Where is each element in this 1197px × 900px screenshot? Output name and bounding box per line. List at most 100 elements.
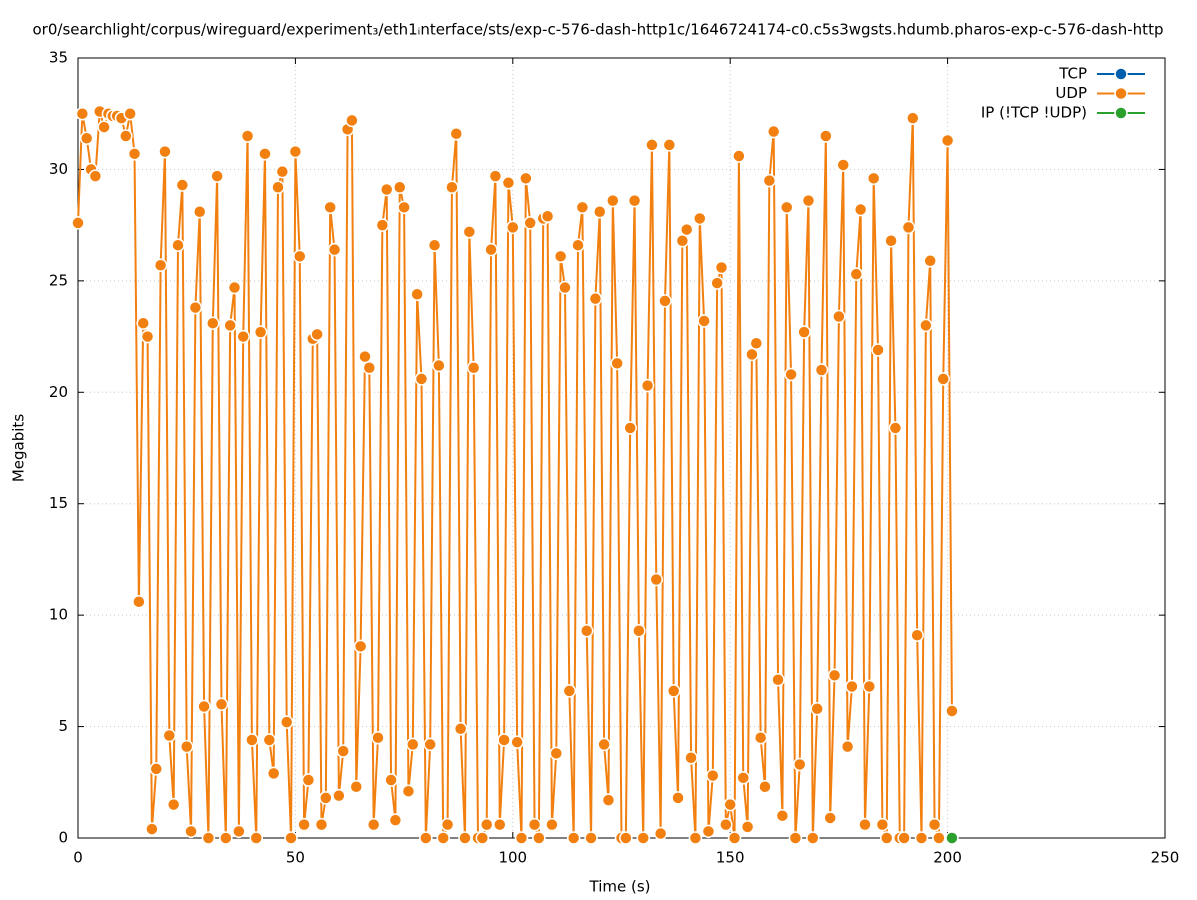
data-point — [732, 149, 746, 163]
data-point — [649, 572, 664, 587]
data-point — [571, 238, 585, 252]
data-point — [623, 421, 637, 435]
data-point — [510, 735, 524, 749]
data-point — [123, 106, 137, 121]
data-point — [840, 739, 855, 754]
data-point — [214, 697, 229, 712]
data-point — [932, 831, 946, 845]
legend-swatch — [1114, 106, 1128, 120]
data-point — [688, 831, 703, 845]
plot-frame — [77, 57, 1166, 839]
grid — [77, 57, 1166, 839]
data-point — [249, 831, 264, 845]
data-point — [171, 238, 185, 252]
data-point — [353, 639, 368, 654]
data-point — [779, 200, 794, 215]
data-point — [332, 788, 346, 803]
data-point — [414, 372, 429, 386]
data-point — [788, 831, 803, 845]
data-point — [501, 176, 516, 190]
data-point — [745, 347, 759, 362]
data-point — [945, 831, 959, 845]
data-point — [423, 737, 437, 752]
data-point — [323, 200, 337, 215]
data-point — [145, 822, 159, 836]
data-point — [432, 358, 446, 373]
data-point — [453, 722, 468, 736]
y-tick-label: 5 — [58, 717, 68, 735]
data-point — [275, 164, 290, 179]
data-point — [284, 831, 298, 845]
data-point — [627, 193, 642, 208]
data-point — [671, 791, 685, 805]
data-point — [601, 793, 616, 807]
data-point — [714, 260, 729, 275]
data-point — [132, 595, 146, 609]
data-point — [806, 831, 820, 845]
data-point — [314, 817, 329, 832]
data-point — [549, 746, 564, 761]
data-point — [136, 316, 150, 330]
data-point — [410, 287, 424, 301]
data-point — [327, 242, 342, 257]
data-point — [245, 733, 259, 747]
data-point — [940, 133, 955, 148]
data-point — [766, 124, 781, 139]
data-point — [349, 779, 364, 794]
data-point — [879, 831, 894, 845]
data-point — [819, 129, 833, 143]
data-point — [936, 372, 951, 386]
data-point — [662, 138, 677, 152]
data-point — [266, 766, 281, 781]
data-point — [888, 421, 903, 435]
data-point — [679, 222, 694, 237]
data-point — [884, 233, 898, 248]
data-point — [201, 831, 216, 845]
data-point — [866, 171, 881, 186]
data-point — [427, 238, 442, 252]
data-point — [236, 329, 250, 344]
y-tick-label: 25 — [49, 271, 68, 289]
data-point — [371, 730, 385, 745]
data-point — [797, 325, 811, 339]
data-point — [297, 817, 311, 832]
data-point — [288, 144, 303, 159]
data-point — [814, 363, 829, 377]
data-point — [723, 797, 737, 812]
data-point — [653, 826, 668, 841]
y-tick-label: 30 — [49, 160, 68, 178]
data-point — [827, 668, 842, 683]
data-point — [740, 820, 755, 834]
data-point — [158, 144, 172, 159]
data-point — [588, 291, 603, 306]
data-point — [749, 336, 764, 351]
legend-swatch — [1114, 67, 1128, 81]
data-point — [645, 138, 659, 152]
data-point — [362, 361, 377, 375]
data-point — [149, 762, 164, 776]
data-point — [153, 258, 168, 273]
data-point — [227, 280, 242, 295]
data-point — [775, 808, 790, 823]
data-point — [849, 267, 864, 281]
data-point — [945, 704, 959, 718]
data-point — [406, 737, 420, 752]
data-point — [262, 733, 277, 747]
data-point — [597, 737, 611, 752]
data-point — [553, 249, 568, 264]
series-line — [77, 111, 953, 839]
data-point — [632, 623, 646, 638]
data-point — [449, 127, 464, 141]
data-point — [336, 744, 350, 758]
data-point — [219, 831, 233, 845]
data-point — [793, 757, 807, 772]
data-point — [558, 280, 572, 295]
data-point — [119, 129, 133, 143]
y-tick-label: 20 — [49, 383, 68, 401]
data-point — [75, 106, 90, 121]
data-point — [697, 314, 711, 328]
data-point — [523, 216, 537, 230]
data-point — [727, 831, 742, 845]
data-point — [484, 242, 498, 257]
data-point — [445, 180, 459, 195]
